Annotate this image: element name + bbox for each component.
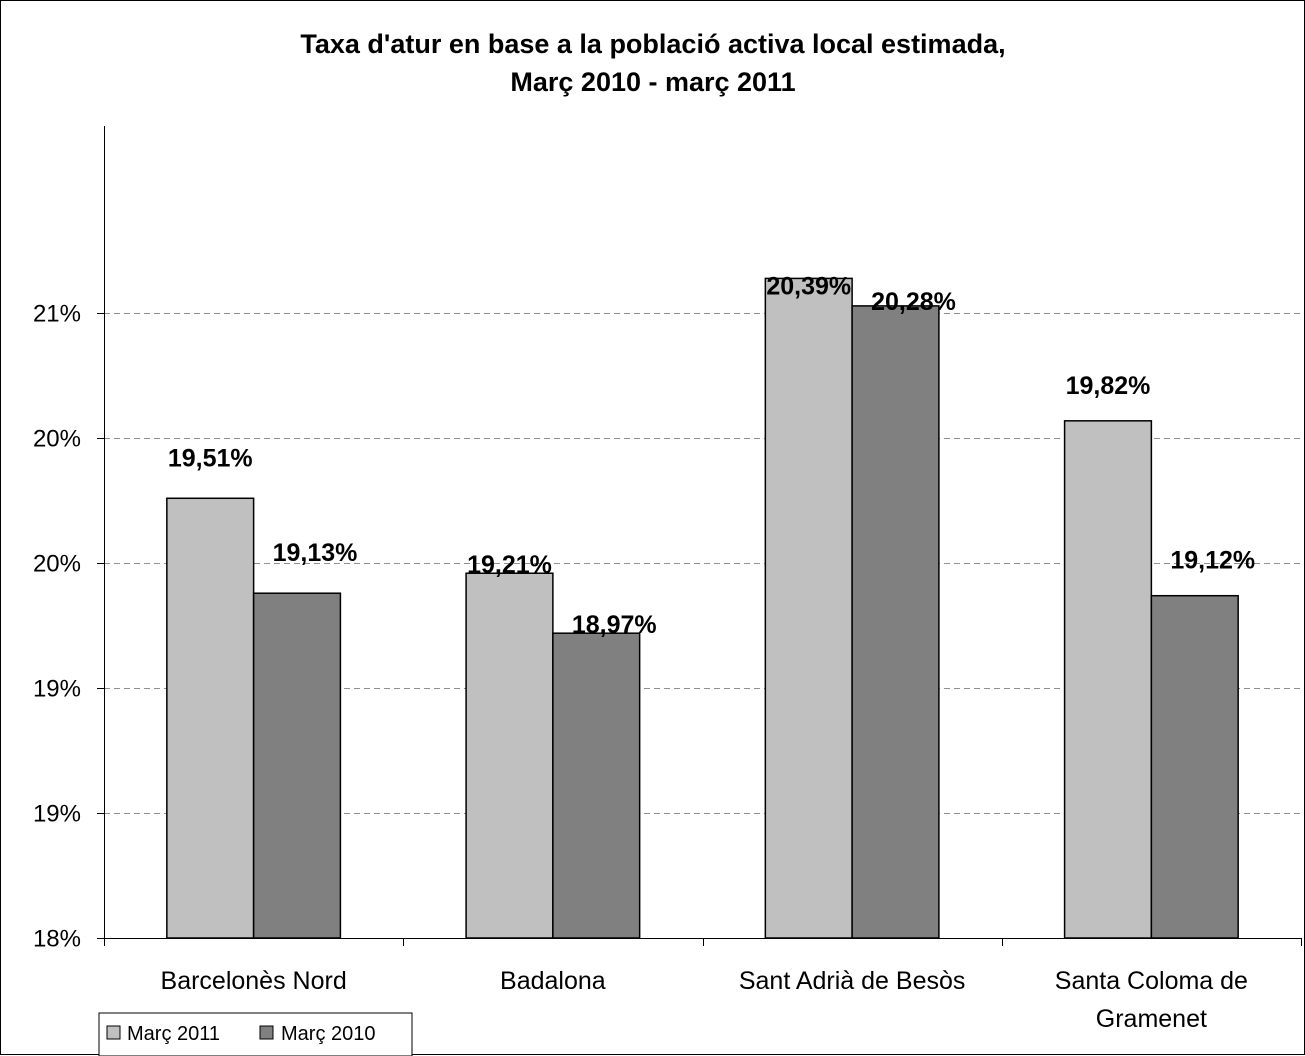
axes: 18% 19% 19% 20% 20% 21% Barcelonès Nord Badalon… [33, 126, 1302, 1033]
bar [851, 305, 940, 939]
data-label: 19,51% [168, 444, 253, 472]
y-tick-label: 20% [33, 551, 81, 578]
bar [1063, 420, 1153, 939]
bars [166, 277, 1239, 939]
x-category-label: Sant Adrià de Besòs [739, 967, 966, 995]
x-category-label: Barcelonès Nord [161, 967, 347, 995]
y-tick-label: 20% [33, 426, 81, 453]
legend: Març 2011 Març 2010 [98, 1012, 413, 1056]
data-label: 19,13% [273, 539, 358, 567]
bar [1150, 594, 1239, 939]
data-labels: 19,51% 19,21% 20,39% 19,82% 19,13% 18,97% 20,2… [168, 272, 1255, 639]
data-label: 20,28% [871, 288, 956, 316]
bar [764, 277, 853, 939]
legend-box [98, 1012, 413, 1056]
bar [552, 632, 641, 939]
y-tick-label: 19% [33, 676, 81, 703]
chart-title: Taxa d'atur en base a la població activa… [300, 29, 1005, 59]
chart-subtitle: Març 2010 - març 2011 [510, 67, 795, 97]
bar [166, 497, 255, 939]
bar [465, 572, 554, 939]
bar [252, 592, 342, 939]
legend-swatch-marc-2011 [106, 1025, 121, 1040]
legend-label-marc-2010: Març 2010 [281, 1023, 376, 1045]
x-category-label: Badalona [500, 967, 606, 995]
data-label: 19,21% [467, 551, 552, 579]
data-label: 18,97% [572, 611, 657, 639]
x-category-label: Santa Coloma de [1055, 967, 1248, 995]
y-tick-label: 18% [33, 926, 81, 953]
legend-label-marc-2011: Març 2011 [127, 1023, 220, 1045]
data-label: 19,12% [1170, 547, 1255, 575]
data-label: 20,39% [766, 272, 851, 300]
y-tick-label: 21% [33, 301, 81, 328]
legend-swatch-marc-2010 [259, 1025, 274, 1040]
data-label: 19,82% [1066, 372, 1151, 400]
x-category-label: Gramenet [1096, 1005, 1207, 1033]
y-tick-label: 19% [33, 801, 81, 828]
